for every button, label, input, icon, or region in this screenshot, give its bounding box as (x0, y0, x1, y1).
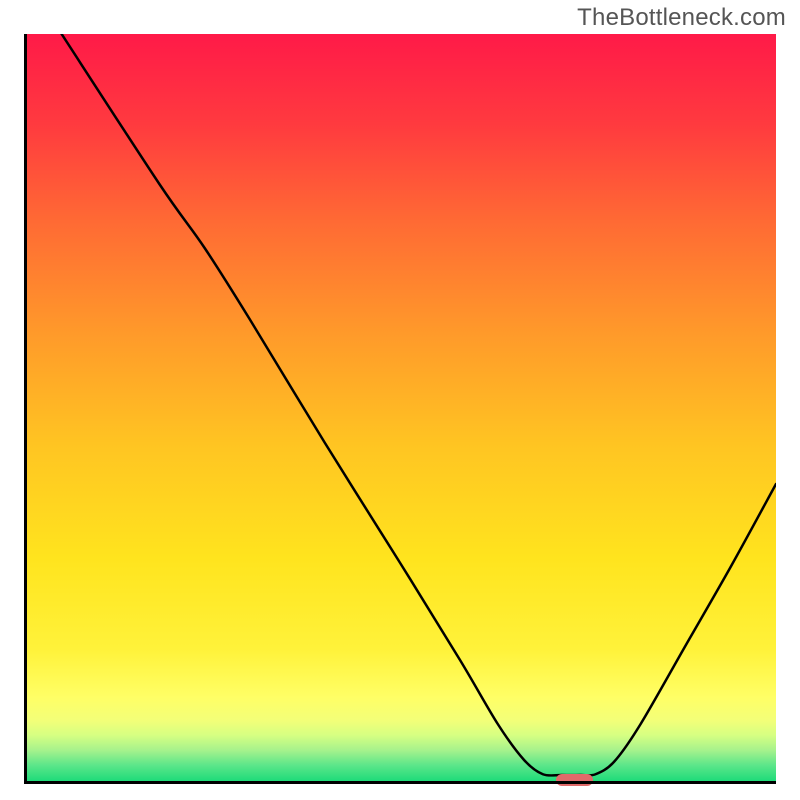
optimum-marker (556, 774, 594, 787)
plot-area (24, 34, 776, 784)
bottleneck-chart: TheBottleneck.com (0, 0, 800, 800)
watermark-text: TheBottleneck.com (577, 4, 786, 32)
bottleneck-curve (24, 34, 776, 784)
